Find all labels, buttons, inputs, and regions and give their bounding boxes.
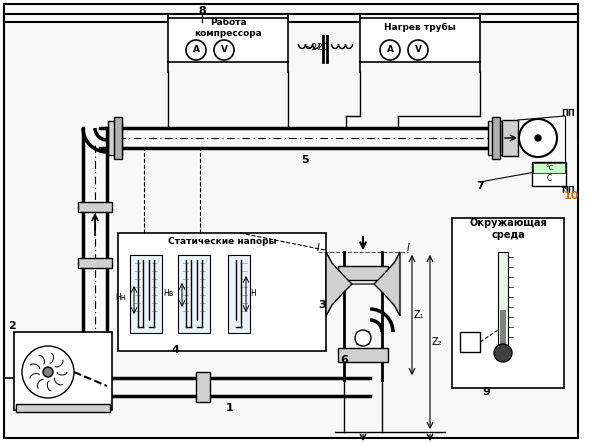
Circle shape (186, 40, 206, 60)
Text: Статические напоры: Статические напоры (168, 237, 277, 246)
Text: Hв: Hв (164, 289, 174, 297)
Text: Z₁: Z₁ (414, 310, 424, 320)
Text: 5: 5 (301, 155, 309, 165)
Bar (492, 117, 500, 159)
Bar (168, 18, 288, 62)
Text: 1: 1 (226, 403, 234, 413)
Text: 4: 4 (171, 345, 179, 355)
Circle shape (408, 40, 428, 60)
Text: V: V (221, 45, 227, 55)
Bar (78, 202, 112, 212)
Text: H: H (250, 289, 256, 297)
Circle shape (22, 346, 74, 398)
Circle shape (214, 40, 234, 60)
Bar (452, 218, 564, 388)
Text: ПП: ПП (561, 186, 575, 194)
Text: Z₂: Z₂ (432, 337, 442, 347)
Bar (178, 255, 210, 333)
Circle shape (494, 344, 512, 362)
Bar (488, 121, 502, 155)
Text: 3: 3 (318, 300, 326, 310)
Text: 8: 8 (198, 6, 206, 16)
Text: A: A (192, 45, 200, 55)
Text: °C: °C (545, 165, 553, 171)
Text: Hн: Hн (115, 293, 126, 301)
Bar (338, 266, 388, 280)
Bar (502, 120, 518, 156)
Text: 7: 7 (476, 181, 484, 191)
Text: Нагрев трубы: Нагрев трубы (384, 23, 456, 32)
Circle shape (43, 367, 53, 377)
Text: 10: 10 (563, 191, 578, 201)
Circle shape (519, 119, 557, 157)
Bar (360, 18, 480, 62)
Bar (460, 332, 480, 352)
Bar (118, 233, 326, 351)
Bar (196, 372, 210, 402)
Bar (532, 162, 566, 186)
Bar (228, 255, 250, 333)
Bar (338, 348, 388, 362)
Text: 9: 9 (482, 387, 490, 397)
Text: A: A (386, 45, 394, 55)
Text: I: I (317, 243, 320, 253)
Bar (130, 255, 162, 333)
Bar (14, 332, 112, 410)
Text: 2: 2 (8, 321, 16, 331)
Bar (78, 258, 112, 268)
Circle shape (535, 135, 541, 141)
Bar (114, 117, 122, 159)
Circle shape (355, 330, 371, 346)
Text: I: I (407, 243, 410, 253)
Text: ~220: ~220 (304, 44, 328, 52)
Text: 6: 6 (340, 355, 348, 365)
Polygon shape (374, 252, 400, 316)
Circle shape (380, 40, 400, 60)
Bar (16, 404, 110, 412)
Text: V: V (415, 45, 421, 55)
Bar (500, 310, 506, 348)
Text: C: C (546, 174, 551, 182)
Bar (498, 252, 508, 350)
Text: ПП: ПП (561, 108, 575, 118)
Text: Окружающая
среда: Окружающая среда (469, 218, 547, 240)
Bar (533, 163, 565, 173)
Text: Работа
компрессора: Работа компрессора (194, 18, 262, 38)
Bar (108, 121, 122, 155)
Polygon shape (326, 252, 352, 316)
